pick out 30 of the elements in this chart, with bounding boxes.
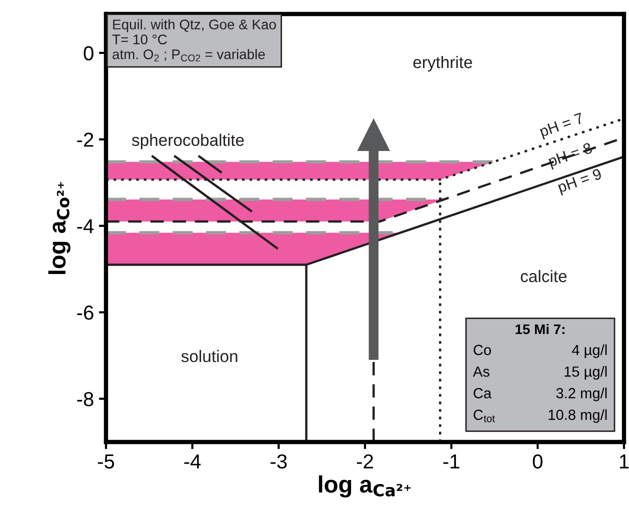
x-tick-label: -5 bbox=[98, 454, 114, 469]
x-tick-label: -3 bbox=[270, 454, 287, 469]
annotation: 4 µg/l bbox=[572, 344, 607, 358]
annotation: C$_{tot}$ bbox=[474, 410, 495, 422]
y-tick-label: -6 bbox=[77, 306, 94, 320]
x-tick-label: -4 bbox=[184, 454, 201, 468]
annotation: solution bbox=[181, 350, 238, 362]
y-tick-label: 0 bbox=[84, 46, 94, 60]
annotation: 3.2 mg/l bbox=[556, 388, 607, 402]
annotation: spherocobaltite bbox=[132, 134, 244, 150]
annotation: Equil. with Qtz, Goe & Kao T= 10 °C atm. O$_{2}$ ; P$_{CO2}$ = variable bbox=[112, 19, 276, 62]
y-axis-title: log a$_{Co²⁺}$ bbox=[48, 182, 70, 274]
y-tick-label: -2 bbox=[77, 132, 94, 147]
y-tick-label: -4 bbox=[77, 219, 94, 234]
x-tick-label: -1 bbox=[443, 454, 460, 468]
y-tick-label: -8 bbox=[77, 392, 94, 406]
annotation: erythrite bbox=[413, 56, 472, 72]
annotation: Co bbox=[474, 344, 491, 356]
x-tick-label: -2 bbox=[356, 454, 373, 468]
annotation: pH = 7 bbox=[539, 112, 585, 140]
annotation: calcite bbox=[520, 270, 567, 282]
annotation: As bbox=[472, 366, 490, 377]
annotation: 15 Mi 7: bbox=[516, 324, 564, 334]
x-tick-label: 0 bbox=[532, 454, 542, 469]
x-axis-title: log a$_{Ca²⁺}$ bbox=[318, 475, 411, 498]
annotation: Ca bbox=[474, 388, 492, 398]
annotation: 15 µg/l bbox=[564, 366, 607, 380]
annotation: pH = 9 bbox=[557, 168, 604, 196]
annotation: 10.8 mg/l bbox=[548, 409, 607, 423]
x-tick-label: 1 bbox=[620, 454, 629, 468]
